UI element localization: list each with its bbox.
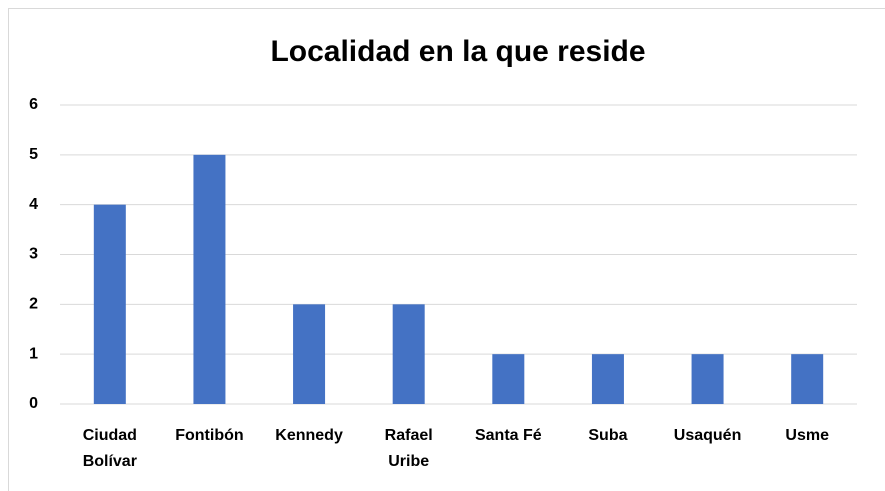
y-tick-label: 4 bbox=[29, 196, 38, 213]
bar bbox=[691, 354, 724, 404]
bar bbox=[293, 304, 326, 404]
x-tick-label: Rafael Uribe bbox=[384, 427, 433, 470]
y-tick-label: 0 bbox=[29, 395, 38, 412]
bar bbox=[492, 354, 525, 404]
y-tick-label: 5 bbox=[29, 146, 38, 163]
chart-title: Localidad en la que reside bbox=[270, 35, 645, 68]
bar bbox=[791, 354, 824, 404]
x-tick-label: Fontibón bbox=[175, 427, 244, 444]
y-tick-label: 6 bbox=[29, 96, 38, 113]
x-tick-label: Ciudad Bolívar bbox=[82, 427, 137, 470]
bar bbox=[591, 354, 624, 404]
y-tick-label: 3 bbox=[29, 246, 38, 263]
x-tick-label: Suba bbox=[588, 427, 628, 444]
x-tick-label: Usaquén bbox=[673, 427, 742, 444]
x-tick-label: Santa Fé bbox=[474, 427, 542, 444]
bar bbox=[93, 204, 126, 404]
bar bbox=[193, 154, 226, 404]
chart-border bbox=[8, 8, 885, 491]
bar bbox=[392, 304, 425, 404]
y-tick-label: 2 bbox=[29, 296, 38, 313]
x-tick-label: Usme bbox=[785, 427, 829, 444]
y-tick-label: 1 bbox=[29, 345, 38, 362]
x-tick-label: Kennedy bbox=[275, 427, 343, 444]
